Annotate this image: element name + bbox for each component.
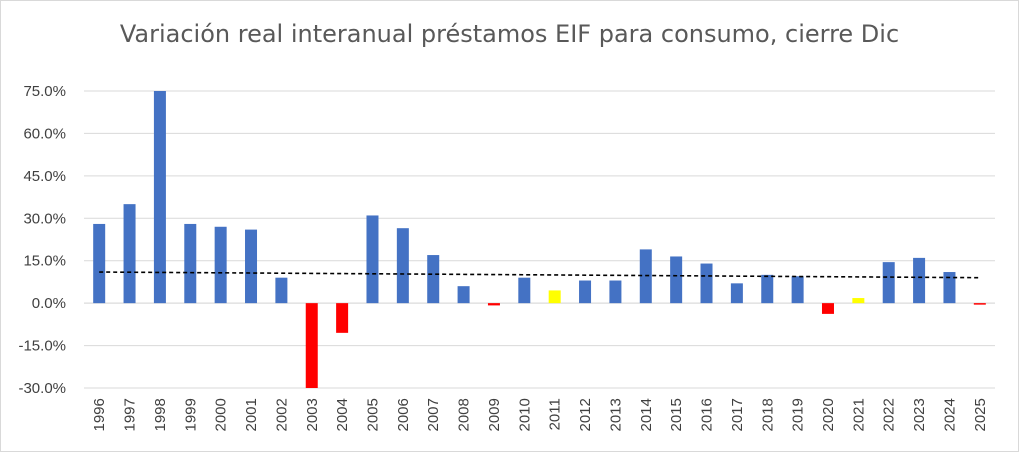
bar-2003: [305, 303, 318, 388]
bar-2001: [245, 229, 258, 304]
x-tick-label: 1999: [182, 398, 199, 431]
bar-2025: [973, 303, 986, 305]
x-tick-label: 2009: [486, 398, 503, 431]
bar-2011: [548, 290, 561, 304]
bar-1998: [153, 91, 166, 304]
x-tick-label: 2025: [972, 398, 989, 431]
x-tick-label: 2021: [850, 398, 867, 431]
bar-2017: [730, 283, 743, 304]
bar-2016: [700, 263, 713, 304]
x-tick-label: 2001: [243, 398, 260, 431]
bar-2019: [791, 276, 804, 304]
trendline-layer: [99, 271, 980, 279]
bar-1999: [184, 223, 197, 304]
x-tick-label: 2013: [607, 398, 624, 431]
x-tick-label: 2007: [425, 398, 442, 431]
bar-2010: [518, 277, 531, 304]
bar-2023: [913, 257, 926, 304]
bar-2006: [396, 228, 409, 304]
x-tick-label: 2016: [699, 398, 716, 431]
x-tick-label: 2017: [729, 398, 746, 431]
bar-2021: [852, 298, 865, 304]
bar-2007: [427, 255, 440, 304]
bar-2024: [943, 272, 956, 304]
x-tick-label: 1997: [122, 398, 139, 431]
bar-2015: [670, 256, 683, 304]
bar-2012: [579, 280, 592, 304]
x-tick-label: 2020: [820, 398, 837, 431]
x-tick-label: 2011: [547, 398, 564, 430]
x-tick-label: 2005: [364, 398, 381, 431]
x-tick-label: 2019: [790, 398, 807, 431]
x-tick-label: 2014: [638, 398, 655, 431]
y-tick-label: 30.0%: [23, 210, 66, 227]
y-tick-label: 60.0%: [23, 125, 66, 142]
bars: [93, 91, 986, 388]
x-tick-label: 2023: [911, 398, 928, 431]
x-tick-label: 2018: [759, 398, 776, 431]
bar-2004: [336, 303, 349, 333]
x-tick-label: 2022: [881, 398, 898, 431]
bar-2009: [487, 303, 500, 306]
bar-2002: [275, 277, 288, 304]
x-tick-label: 2012: [577, 398, 594, 431]
y-tick-label: -15.0%: [18, 338, 66, 355]
y-axis-ticks: -30.0% -15.0% 0.0% 15.0% 30.0% 45.0% 60.0% 75.0…: [18, 83, 66, 397]
bar-2013: [609, 280, 622, 304]
x-tick-label: 2024: [941, 398, 958, 431]
bar-2005: [366, 215, 379, 304]
x-tick-label: 2010: [516, 398, 533, 431]
x-tick-label: 2008: [456, 398, 473, 431]
x-tick-label: 1996: [91, 398, 108, 431]
x-tick-label: 2002: [273, 398, 290, 431]
x-tick-label: 2004: [334, 398, 351, 431]
bar-2018: [761, 274, 774, 304]
x-tick-label: 1998: [152, 398, 169, 431]
chart-title: Variación real interanual préstamos EIF …: [119, 20, 900, 48]
bar-1996: [93, 223, 106, 304]
bar-2022: [882, 262, 895, 304]
x-tick-label: 2003: [304, 398, 321, 431]
bar-2000: [214, 226, 227, 304]
bar-2008: [457, 286, 470, 304]
grid-lines: [84, 90, 995, 389]
y-tick-label: -30.0%: [18, 380, 66, 397]
y-tick-label: 45.0%: [23, 168, 66, 185]
bar-1997: [123, 204, 136, 304]
bar-2020: [821, 303, 834, 314]
y-tick-label: 75.0%: [23, 83, 66, 100]
trendline: [99, 271, 980, 279]
x-tick-label: 2006: [395, 398, 412, 431]
y-tick-label: 15.0%: [23, 253, 66, 270]
x-tick-label: 2000: [213, 398, 230, 431]
x-axis-ticks: 1996 1997 1998 1999 2000 2001 2002 2003 2004 2005…: [91, 398, 989, 431]
y-tick-label: 0.0%: [32, 295, 66, 312]
x-tick-label: 2015: [668, 398, 685, 431]
